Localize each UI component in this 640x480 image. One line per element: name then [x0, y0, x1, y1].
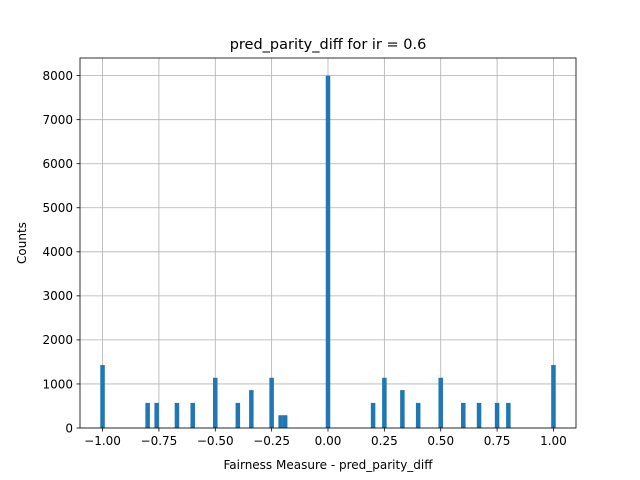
y-axis-label: Counts: [15, 222, 29, 264]
x-tick-label: −0.25: [253, 434, 290, 448]
histogram-bar: [249, 390, 254, 428]
x-axis-label: Fairness Measure - pred_parity_diff: [223, 458, 433, 472]
y-tick-label: 1000: [42, 377, 73, 391]
y-tick-label: 5000: [42, 201, 73, 215]
histogram-bar: [382, 377, 387, 428]
histogram-bar: [476, 402, 482, 428]
histogram-bar: [213, 377, 218, 428]
histogram-bar: [278, 415, 283, 428]
bars: [100, 75, 556, 428]
y-tick-label: 7000: [42, 113, 73, 127]
histogram-bar: [438, 377, 443, 428]
histogram-bar: [269, 377, 274, 428]
histogram-bar: [174, 402, 180, 428]
histogram-bar: [154, 402, 159, 428]
y-tick-label: 4000: [42, 245, 73, 259]
y-tick-label: 8000: [42, 69, 73, 83]
histogram-bar: [461, 402, 466, 428]
histogram-bar: [145, 402, 150, 428]
histogram-bar: [190, 402, 195, 428]
axis-ticks: −1.00 −0.75 −0.50 −0.25 0.00 0.25 0.50 0.75 1.00…: [42, 69, 566, 448]
x-tick-label: 0.25: [371, 434, 398, 448]
x-tick-label: 0.75: [484, 434, 511, 448]
x-tick-label: 1.00: [540, 434, 567, 448]
chart-title: pred_parity_diff for ir = 0.6: [230, 37, 427, 53]
x-tick-label: 0.00: [315, 434, 342, 448]
histogram-bar: [506, 402, 511, 428]
histogram-bar: [415, 402, 421, 428]
x-tick-label: −0.50: [197, 434, 234, 448]
histogram-bar: [370, 402, 376, 428]
y-tick-label: 0: [65, 421, 73, 435]
histogram-bar: [282, 415, 288, 428]
histogram-bar: [400, 390, 405, 428]
histogram-bar: [100, 365, 105, 428]
y-tick-label: 6000: [42, 157, 73, 171]
histogram-bar: [494, 402, 500, 428]
x-tick-label: −1.00: [84, 434, 121, 448]
x-tick-label: 0.50: [427, 434, 454, 448]
histogram-bar: [551, 365, 556, 428]
y-tick-label: 2000: [42, 333, 73, 347]
x-tick-label: −0.75: [141, 434, 178, 448]
histogram-bar: [235, 402, 241, 428]
y-tick-label: 3000: [42, 289, 73, 303]
histogram-bar: [325, 75, 331, 428]
